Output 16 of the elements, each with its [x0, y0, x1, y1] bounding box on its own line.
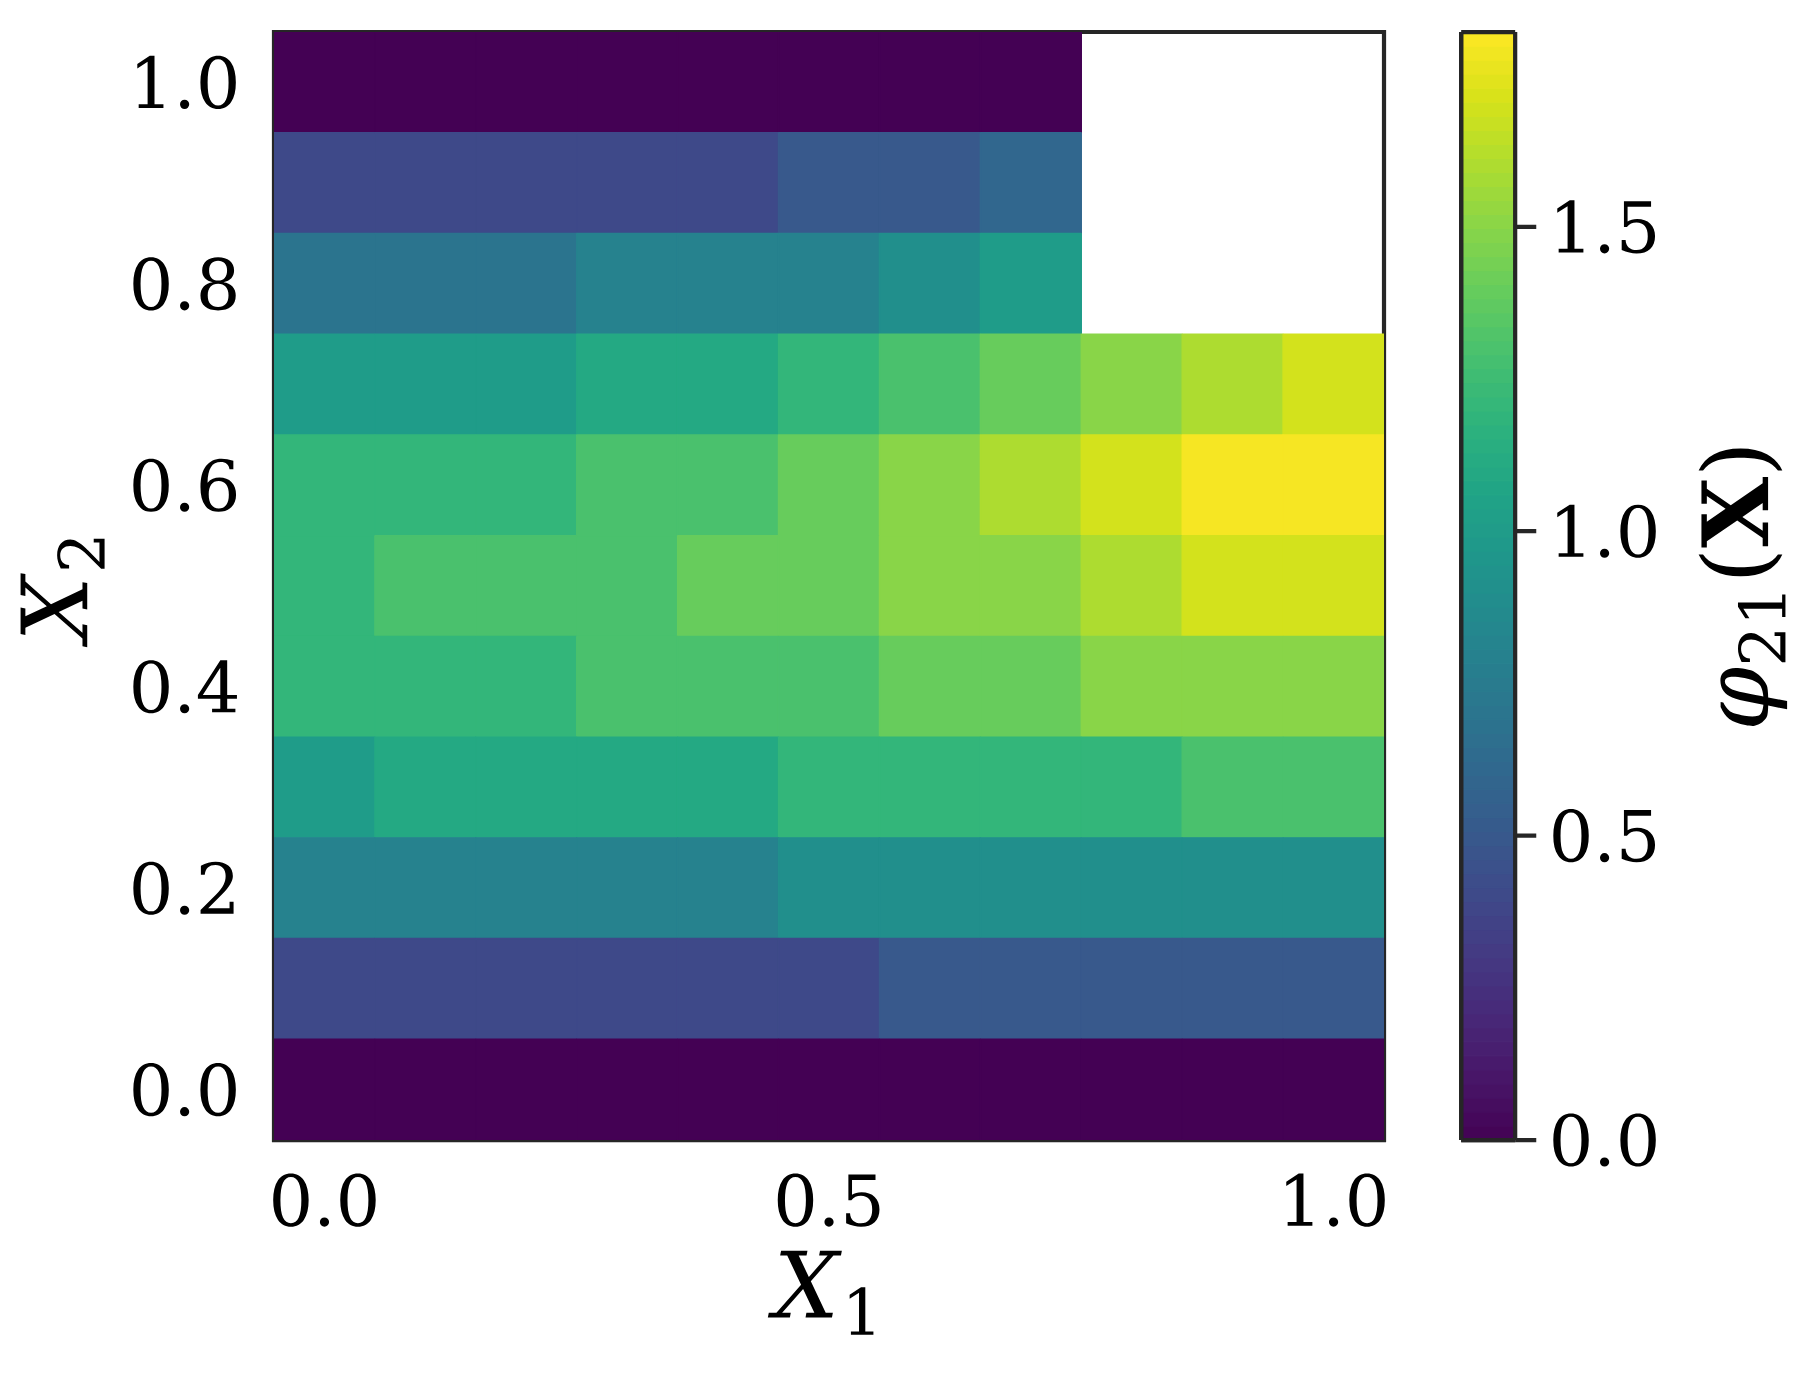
y-tick-label: 0.0: [133, 1063, 236, 1117]
color-bar-label: 0.5: [1553, 809, 1656, 863]
color-bar-label: 0.0: [1553, 1113, 1656, 1167]
y-tick-label: 0.4: [133, 660, 237, 714]
x-tick-label: 0.5: [777, 1173, 880, 1227]
x-tick-label: 1.0: [1286, 1173, 1385, 1227]
y-axis-title: X$_{2}$: [20, 538, 105, 648]
x-axis-title: X$_{1}$: [767, 1250, 874, 1335]
color-bar-label: 1.0: [1557, 504, 1656, 558]
x-tick-label: 0.0: [273, 1173, 376, 1227]
color-bar-title: φ$_{21}$(X): [1698, 448, 1788, 726]
y-tick-label: 1.0: [137, 55, 236, 109]
y-tick-label: 0.8: [133, 257, 236, 311]
y-tick-label: 0.6: [133, 458, 237, 512]
color-bar-label: 1.5: [1557, 200, 1656, 254]
y-tick-label: 0.2: [133, 861, 234, 915]
